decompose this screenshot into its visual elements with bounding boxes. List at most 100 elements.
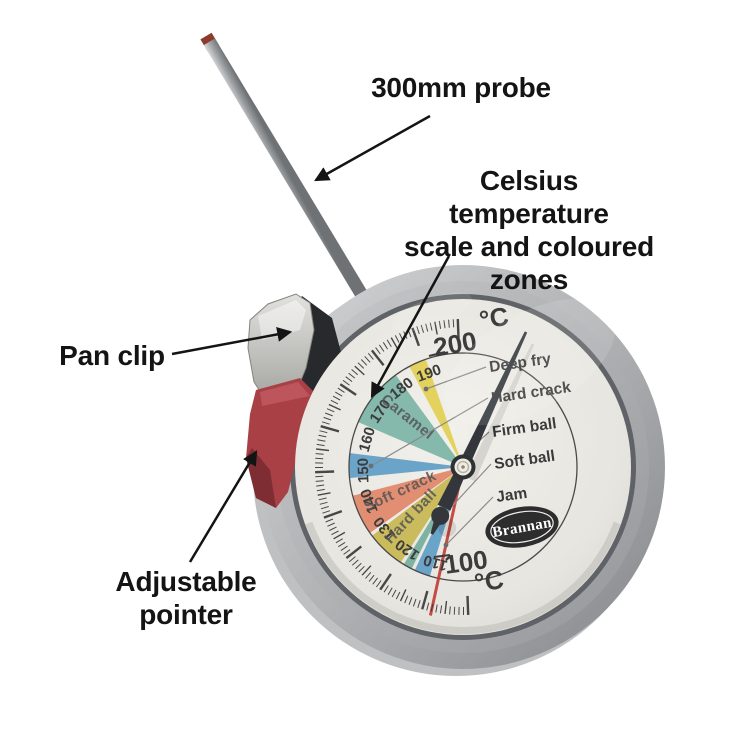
tick-minor [326, 408, 335, 413]
tick-minor [329, 526, 337, 531]
scale-number: 160 [356, 425, 379, 454]
tick-minor [348, 372, 356, 379]
zone-wedge [409, 359, 463, 467]
tick-major [320, 425, 340, 433]
stage-name: Jam [495, 485, 528, 506]
tick-minor [378, 344, 385, 352]
tick-minor [317, 439, 326, 442]
zone-boundary-ring [348, 352, 578, 582]
callout-scale-line3: zones [489, 264, 569, 295]
tick-minor [382, 342, 389, 350]
callout-scale-line1: Celsius temperature [449, 165, 609, 229]
tick-minor [315, 453, 324, 455]
tick-major [339, 383, 357, 396]
zone-wedge [352, 467, 463, 533]
tick-minor [429, 322, 433, 331]
tick-minor [340, 545, 348, 552]
tick-minor [316, 484, 325, 487]
pan-clip-highlight [258, 300, 306, 340]
callout-adjustable-pointer-line2: pointer [139, 599, 233, 630]
tick-minor [343, 549, 351, 555]
stage-leader-line [445, 496, 494, 546]
tick-minor [325, 518, 334, 523]
tick-minor [416, 326, 420, 335]
tick-minor [333, 531, 346, 540]
tick-major [323, 509, 343, 519]
tick-minor [316, 448, 330, 452]
tick-minor [387, 587, 393, 595]
needle [430, 331, 528, 535]
tick-minor [327, 522, 335, 527]
callout-scale-line2: scale and coloured [403, 231, 655, 262]
tick-minor [354, 365, 365, 376]
tick-major [466, 595, 470, 615]
tick-minor [404, 595, 409, 604]
tick-minor [368, 574, 375, 582]
tick-minor [386, 339, 392, 347]
tick-minor [337, 387, 345, 393]
stage-dot [368, 463, 374, 469]
tick-minor [348, 556, 356, 563]
tick-major [379, 573, 392, 591]
tick-minor [448, 319, 450, 328]
tick-minor [417, 600, 421, 609]
tick-minor [316, 443, 325, 447]
scale-min-label: 100 [442, 544, 489, 580]
arrow-scale [370, 255, 451, 398]
tick-minor [335, 538, 343, 544]
tick-minor [330, 399, 339, 405]
tick-major [315, 470, 335, 474]
scale-max-label: 200 [431, 325, 479, 362]
unit-celsius-bottom: °C [472, 564, 505, 598]
tick-minor [443, 320, 446, 329]
tick-minor [345, 376, 353, 382]
tick-major [345, 545, 363, 560]
tick-minor [394, 335, 400, 343]
tick-minor [325, 412, 333, 417]
tick-major [456, 319, 460, 339]
tick-minor [319, 501, 328, 505]
tick-minor [323, 416, 332, 421]
scale-number: 150 [355, 458, 373, 484]
tick-minor [315, 480, 324, 482]
callout-pan-clip: Pan clip [38, 339, 186, 372]
needle-hub [450, 454, 476, 480]
tick-minor [328, 403, 341, 411]
glass-glare [444, 298, 616, 426]
tick-minor [332, 395, 341, 401]
brand-logo: Brannan [485, 506, 559, 548]
tick-minor [399, 589, 407, 602]
arrow-adjustable-pointer [188, 450, 258, 563]
tick-minor [430, 603, 434, 612]
stage-dot [423, 386, 429, 392]
tick-minor [391, 589, 397, 598]
needle-main-arm [458, 331, 528, 470]
unit-celsius-top: °C [477, 301, 511, 336]
tick-major [411, 327, 421, 347]
tick-minor [367, 352, 374, 360]
tick-minor [335, 391, 343, 397]
stage-leader-line [370, 397, 489, 467]
tick-minor [449, 606, 451, 615]
arrow-pan-clip [171, 326, 293, 356]
face-bottom-shadow [305, 521, 621, 635]
tick-minor [365, 571, 372, 579]
stage-leader-line [425, 366, 487, 390]
tick-minor [318, 497, 327, 501]
tick-minor [342, 379, 350, 386]
tick-minor [375, 347, 381, 355]
tick-minor [351, 369, 359, 376]
tick-minor [331, 530, 339, 536]
tick-minor [372, 577, 378, 585]
scale-dash-max [428, 351, 446, 357]
tick-minor [355, 562, 362, 570]
tick-minor [318, 434, 327, 438]
tick-minor [420, 324, 424, 333]
tick-minor [315, 457, 324, 460]
tick-minor [425, 323, 429, 332]
callout-scale: Celsius temperature scale and coloured z… [397, 164, 661, 296]
callout-probe-label: 300mm probe [371, 72, 551, 103]
scale-ticks [315, 319, 470, 615]
